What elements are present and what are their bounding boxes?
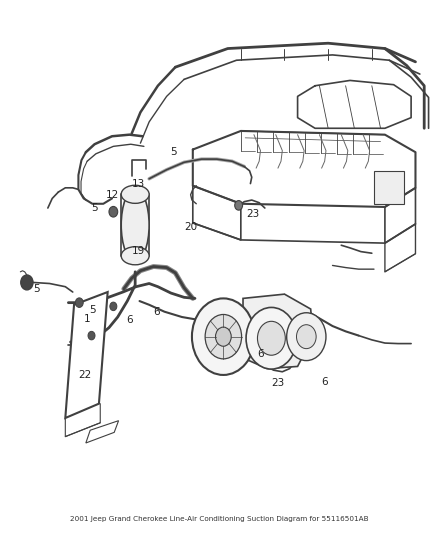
Circle shape [246,308,297,369]
Ellipse shape [121,185,149,204]
Circle shape [88,332,95,340]
Text: 23: 23 [271,378,285,389]
Polygon shape [243,294,313,368]
Text: 12: 12 [106,190,119,200]
Ellipse shape [121,189,149,261]
Circle shape [21,275,33,290]
Text: 5: 5 [91,203,98,213]
Text: 22: 22 [78,370,91,381]
Circle shape [110,302,117,311]
Text: 20: 20 [184,222,197,232]
Circle shape [235,200,243,210]
Circle shape [109,206,118,217]
Ellipse shape [121,247,149,265]
Polygon shape [86,421,119,443]
Text: 6: 6 [126,314,133,325]
Polygon shape [65,292,108,418]
Circle shape [258,321,285,355]
Text: 19: 19 [131,246,145,255]
Circle shape [75,298,83,308]
Text: 1: 1 [84,313,91,324]
Text: 5: 5 [170,147,177,157]
Circle shape [297,325,316,349]
Text: 2001 Jeep Grand Cherokee Line-Air Conditioning Suction Diagram for 55116501AB: 2001 Jeep Grand Cherokee Line-Air Condit… [70,516,368,522]
Circle shape [215,327,231,346]
Circle shape [205,314,242,359]
Text: 6: 6 [154,306,160,317]
Text: 23: 23 [247,209,260,220]
Circle shape [287,313,326,361]
Text: 5: 5 [89,305,95,315]
Text: 6: 6 [321,377,328,387]
Circle shape [192,298,255,375]
Text: 6: 6 [257,349,264,359]
Text: 5: 5 [33,284,40,294]
Bar [374,171,404,204]
Text: 13: 13 [131,179,145,189]
